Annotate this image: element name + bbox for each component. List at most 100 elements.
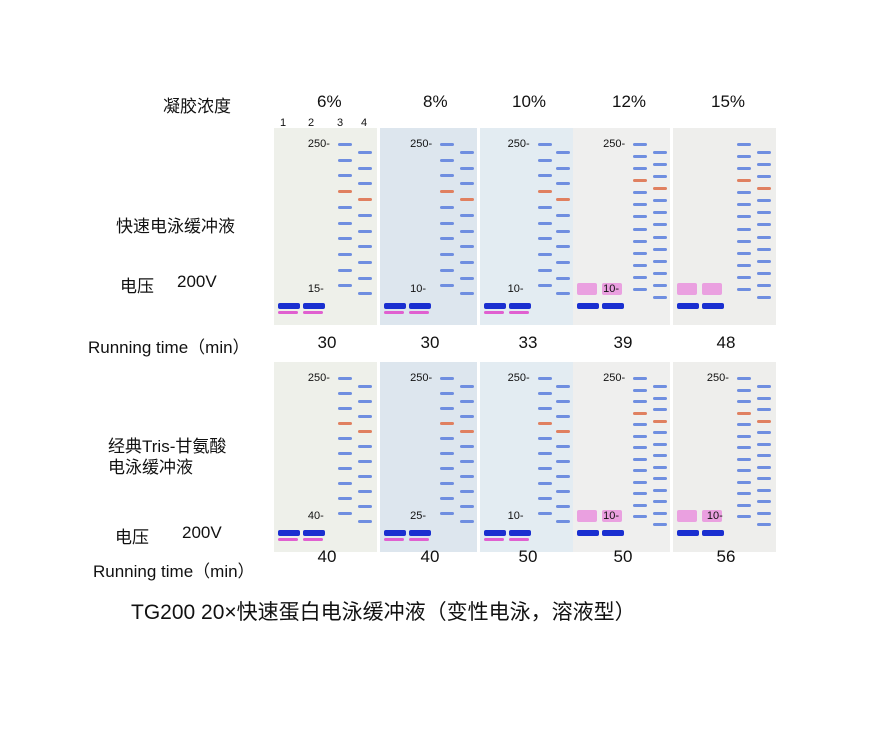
gel-band [633,411,648,415]
gel-band [652,500,667,504]
gel-band [358,245,373,249]
gel-band [577,510,597,522]
gel-band [440,437,455,440]
gel-band [459,475,474,478]
gel-band [652,523,667,527]
gel-band [440,452,455,455]
gel-band [537,252,552,256]
gel-band [440,422,455,425]
buffer-label-classic: 经典Tris-甘氨酸 [108,437,227,456]
gel-band [537,205,552,209]
voltage-value: 200V [177,272,217,291]
gel-band [337,392,352,395]
gel-band [556,385,571,388]
gel-band [652,223,667,227]
gel-band [537,407,552,410]
gel-image [573,128,670,325]
gel-band [440,284,455,288]
gel-band [337,268,352,272]
gel-band [633,275,648,279]
marker-label: 250- [307,372,330,384]
gel-band [757,247,772,251]
gel-band [757,465,772,469]
gel-band [459,415,474,418]
marker-label: 40- [307,510,324,522]
gel-band [556,505,571,508]
gel-band [757,151,772,154]
gel-band [303,538,323,541]
gel-image [480,362,573,552]
gel-band [677,530,699,536]
gel-band [337,377,352,380]
gel-band [652,211,667,215]
gel-band [537,482,552,485]
gel-band [652,511,667,515]
gel-band [633,155,648,159]
gel-band [736,388,751,392]
gel-band [556,229,571,233]
gel-band [577,530,599,536]
gel-band [633,388,648,392]
gel-band [537,221,552,225]
gel-band [278,311,298,314]
gel-band [459,151,474,154]
gel-band [633,179,648,183]
gel-band [736,239,751,243]
marker-label: 10- [603,283,620,295]
gel-band [459,505,474,508]
gel-band [440,377,455,380]
gel-band [736,492,751,496]
concentration-10: 10% [512,92,547,111]
caption: TG200 20×快速蛋白电泳缓冲液（变性电泳，溶液型） [131,601,636,624]
gel-band [459,520,474,523]
gel-band [337,422,352,425]
gel-band [409,311,429,314]
gel-band [337,497,352,500]
gel-band [736,515,751,519]
marker-label: 250- [410,372,433,384]
gel-band [440,158,455,162]
gel-band [358,151,373,154]
buffer-label-classic-2: 电泳缓冲液 [108,458,193,477]
gel-band [409,530,431,536]
gel-band [358,460,373,463]
running-time-value: 30 [317,333,337,352]
gel-band [736,179,751,183]
gel-band [633,400,648,404]
gel-band [337,452,352,455]
gel-band [459,229,474,233]
gel-band [633,203,648,207]
gel-band [677,510,697,522]
gel-band [757,408,772,412]
gel-band [459,460,474,463]
gel-band [440,467,455,470]
gel-band [440,268,455,272]
gel-band [736,251,751,255]
gel-band [652,259,667,263]
gel-band [736,167,751,171]
gel-band [440,237,455,241]
gel-band [652,465,667,469]
gel-band [702,283,722,295]
gel-band [757,187,772,191]
gel-band [757,500,772,504]
gel-band [358,292,373,296]
gel-band [358,490,373,493]
gel-band [556,166,571,170]
gel-band [633,251,648,255]
gel-band [556,460,571,463]
gel-band [757,454,772,458]
gel-band [509,303,531,309]
gel-band [337,437,352,440]
voltage-value: 200V [182,523,222,542]
gel-band [757,259,772,263]
gel-band [440,143,455,146]
gel-band [633,446,648,450]
gel-image [380,128,477,325]
gel-band [337,174,352,178]
marker-label: 10- [603,510,620,522]
gel-band [757,199,772,203]
gel-band [484,311,504,314]
gel-band [757,442,772,446]
